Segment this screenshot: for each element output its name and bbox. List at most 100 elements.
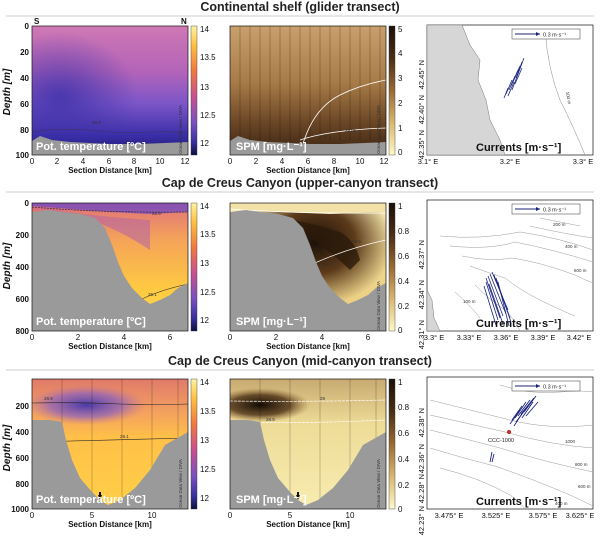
south-marker: S — [34, 17, 40, 26]
y-axis-ticks: 200 400 600 800 1000 — [11, 402, 29, 514]
x-tick: 8 — [132, 157, 137, 166]
temp-contour-label: 29.1 — [148, 292, 157, 297]
x-axis-label: Section Distance [km] — [266, 342, 350, 351]
cbar-tick: 14 — [200, 378, 209, 387]
spm-contour-label: 28.9 — [352, 239, 361, 244]
cbar-tick: 4 — [398, 49, 403, 58]
x-tick: 2 — [254, 157, 259, 166]
lon-tick: 3.36° E — [494, 333, 519, 342]
x-axis-label: Section Distance [km] — [266, 166, 350, 175]
cbar-tick: 2 — [398, 99, 403, 108]
isobath-label: 200 m — [553, 222, 566, 227]
isobath-label: 600 m — [574, 268, 587, 273]
x-axis-ticks-spm: 0 2 4 6 Section Distance [km] — [228, 333, 371, 351]
lat-tick: 42.37° N — [417, 240, 426, 269]
y-tick: 20 — [20, 48, 29, 57]
y-tick: 800 — [16, 327, 30, 336]
x-tick: 4 — [122, 333, 127, 342]
x-axis-ticks-temp: 0 5 10 Section Distance [km] — [30, 511, 157, 529]
x-tick: 10 — [346, 511, 355, 520]
temp-colorbar: 14 13.5 13 12.5 12 — [190, 378, 216, 510]
cbar-tick: 1 — [398, 124, 403, 133]
lon-tick: 3.39° E — [531, 333, 556, 342]
x-tick: 6 — [306, 157, 311, 166]
x-tick: 8 — [332, 157, 337, 166]
cbar-tick: 13 — [200, 83, 209, 92]
odv-watermark: Ocean Data View / DIVA — [178, 105, 183, 154]
spm-panel-label: SPM [mg·L⁻¹] — [236, 494, 307, 506]
y-tick: 400 — [16, 263, 30, 272]
x-tick: 12 — [181, 157, 190, 166]
currents-map: 200 m 400 m 600 m 100 m 0.3 m·s⁻¹ Curren… — [417, 199, 594, 349]
north-marker: N — [181, 17, 187, 26]
cbar-tick: 1 — [398, 202, 403, 211]
y-tick: 600 — [16, 295, 30, 304]
temp-panel-label: Pot. temperature [ºC] — [36, 141, 146, 153]
temperature-panel: 28.9 29.1 Pot. temperature [ºC] — [31, 202, 189, 332]
x-tick: 2 — [274, 333, 279, 342]
spm-contour-label: 29 — [322, 134, 328, 139]
cbar-tick: 0.8 — [398, 403, 410, 412]
cbar-tick: 0.6 — [398, 252, 410, 261]
temperature-panel: 28.9 Pot. temperature [ºC] S N Ocean Dat… — [31, 17, 189, 156]
x-axis-label: Section Distance [km] — [68, 342, 152, 351]
cbar-tick: 12.5 — [200, 465, 216, 474]
y-tick: 400 — [16, 428, 30, 437]
cbar-tick: 14 — [200, 25, 209, 34]
map-scale-label: 0.3 m·s⁻¹ — [543, 385, 566, 391]
section-title: Continental shelf (glider transect) — [200, 0, 399, 14]
lon-tick: 3.33° E — [457, 333, 482, 342]
cbar-tick: 13 — [200, 259, 209, 268]
odv-watermark: Ocean Data View / DIVA — [376, 105, 381, 154]
cbar-tick: 0.4 — [398, 455, 410, 464]
cbar-tick: 13.5 — [200, 230, 216, 239]
isobath-label: 600 m — [578, 484, 591, 489]
x-tick: 0 — [30, 157, 35, 166]
isobath-label: 400 m — [565, 244, 578, 249]
x-tick: 12 — [380, 157, 389, 166]
y-tick: 0 — [25, 199, 30, 208]
temp-panel-label: Pot. temperature [ºC] — [36, 494, 146, 506]
section-continental-shelf: Continental shelf (glider transect) Dept… — [2, 0, 594, 175]
cbar-tick: 5 — [398, 25, 403, 34]
map-scale-label: 0.3 m·s⁻¹ — [543, 208, 566, 214]
spm-panel-label: SPM [mg·L⁻¹] — [236, 141, 307, 153]
temp-contour-label: 28.9 — [44, 396, 53, 401]
cbar-tick: 12 — [200, 494, 209, 503]
currents-map: 100 m 0.3 m·s⁻¹ Currents [m·s⁻¹] 42.45° … — [417, 24, 594, 166]
cbar-tick: 3 — [398, 74, 403, 83]
currents-map: 1000 800 m 600 m 400 m 0.3 m·s⁻¹ CCC-100… — [417, 376, 595, 535]
spm-panel: 29 28.9 SPM [mg·L⁻¹] Ocean Data View / D… — [229, 378, 387, 510]
x-tick: 6 — [168, 333, 173, 342]
spm-panel: 28.9 29 SPM [mg·L⁻¹] Ocean Data View / D… — [229, 202, 387, 332]
x-tick: 4 — [81, 157, 86, 166]
odv-watermark: Ocean Data View / DIVA — [178, 459, 183, 508]
odv-watermark: Ocean Data View / DIVA — [376, 281, 381, 330]
temp-panel-label: Pot. temperature [ºC] — [36, 316, 146, 328]
current-vectors — [489, 395, 539, 463]
lon-tick: 3.1° E — [418, 157, 439, 166]
spm-contour-label: 28.95 — [345, 128, 357, 133]
spm-colorbar: 1 0.8 0.6 0.4 0.2 0 — [388, 378, 410, 514]
lon-tick: 3.625° E — [566, 511, 595, 520]
x-tick: 0 — [228, 333, 233, 342]
cbar-tick: 12.5 — [200, 288, 216, 297]
cbar-tick: 12 — [200, 139, 209, 148]
map-scale-label: 0.3 m·s⁻¹ — [543, 33, 566, 39]
lat-tick: 42.34° N — [417, 280, 426, 309]
lat-tick: 42.28° N — [417, 474, 426, 503]
isobath-label: 100 m — [565, 91, 572, 104]
x-axis-ticks-spm: 0 2 4 6 8 10 12 Section Distance [km] — [228, 157, 389, 175]
x-tick: 0 — [30, 333, 35, 342]
x-tick: 2 — [55, 157, 60, 166]
lat-tick: 42.36° N — [417, 444, 426, 473]
isobath-label: 100 m — [463, 299, 476, 304]
spm-contour-label: 29 — [320, 396, 326, 401]
cbar-tick: 12.5 — [200, 111, 216, 120]
y-tick: 600 — [16, 454, 30, 463]
spm-colorbar: 5 4 3 2 1 0 — [388, 25, 403, 157]
cbar-tick: 14 — [200, 202, 209, 211]
isobath-label: 800 m — [575, 462, 588, 467]
lon-tick: 3.525° E — [482, 511, 511, 520]
